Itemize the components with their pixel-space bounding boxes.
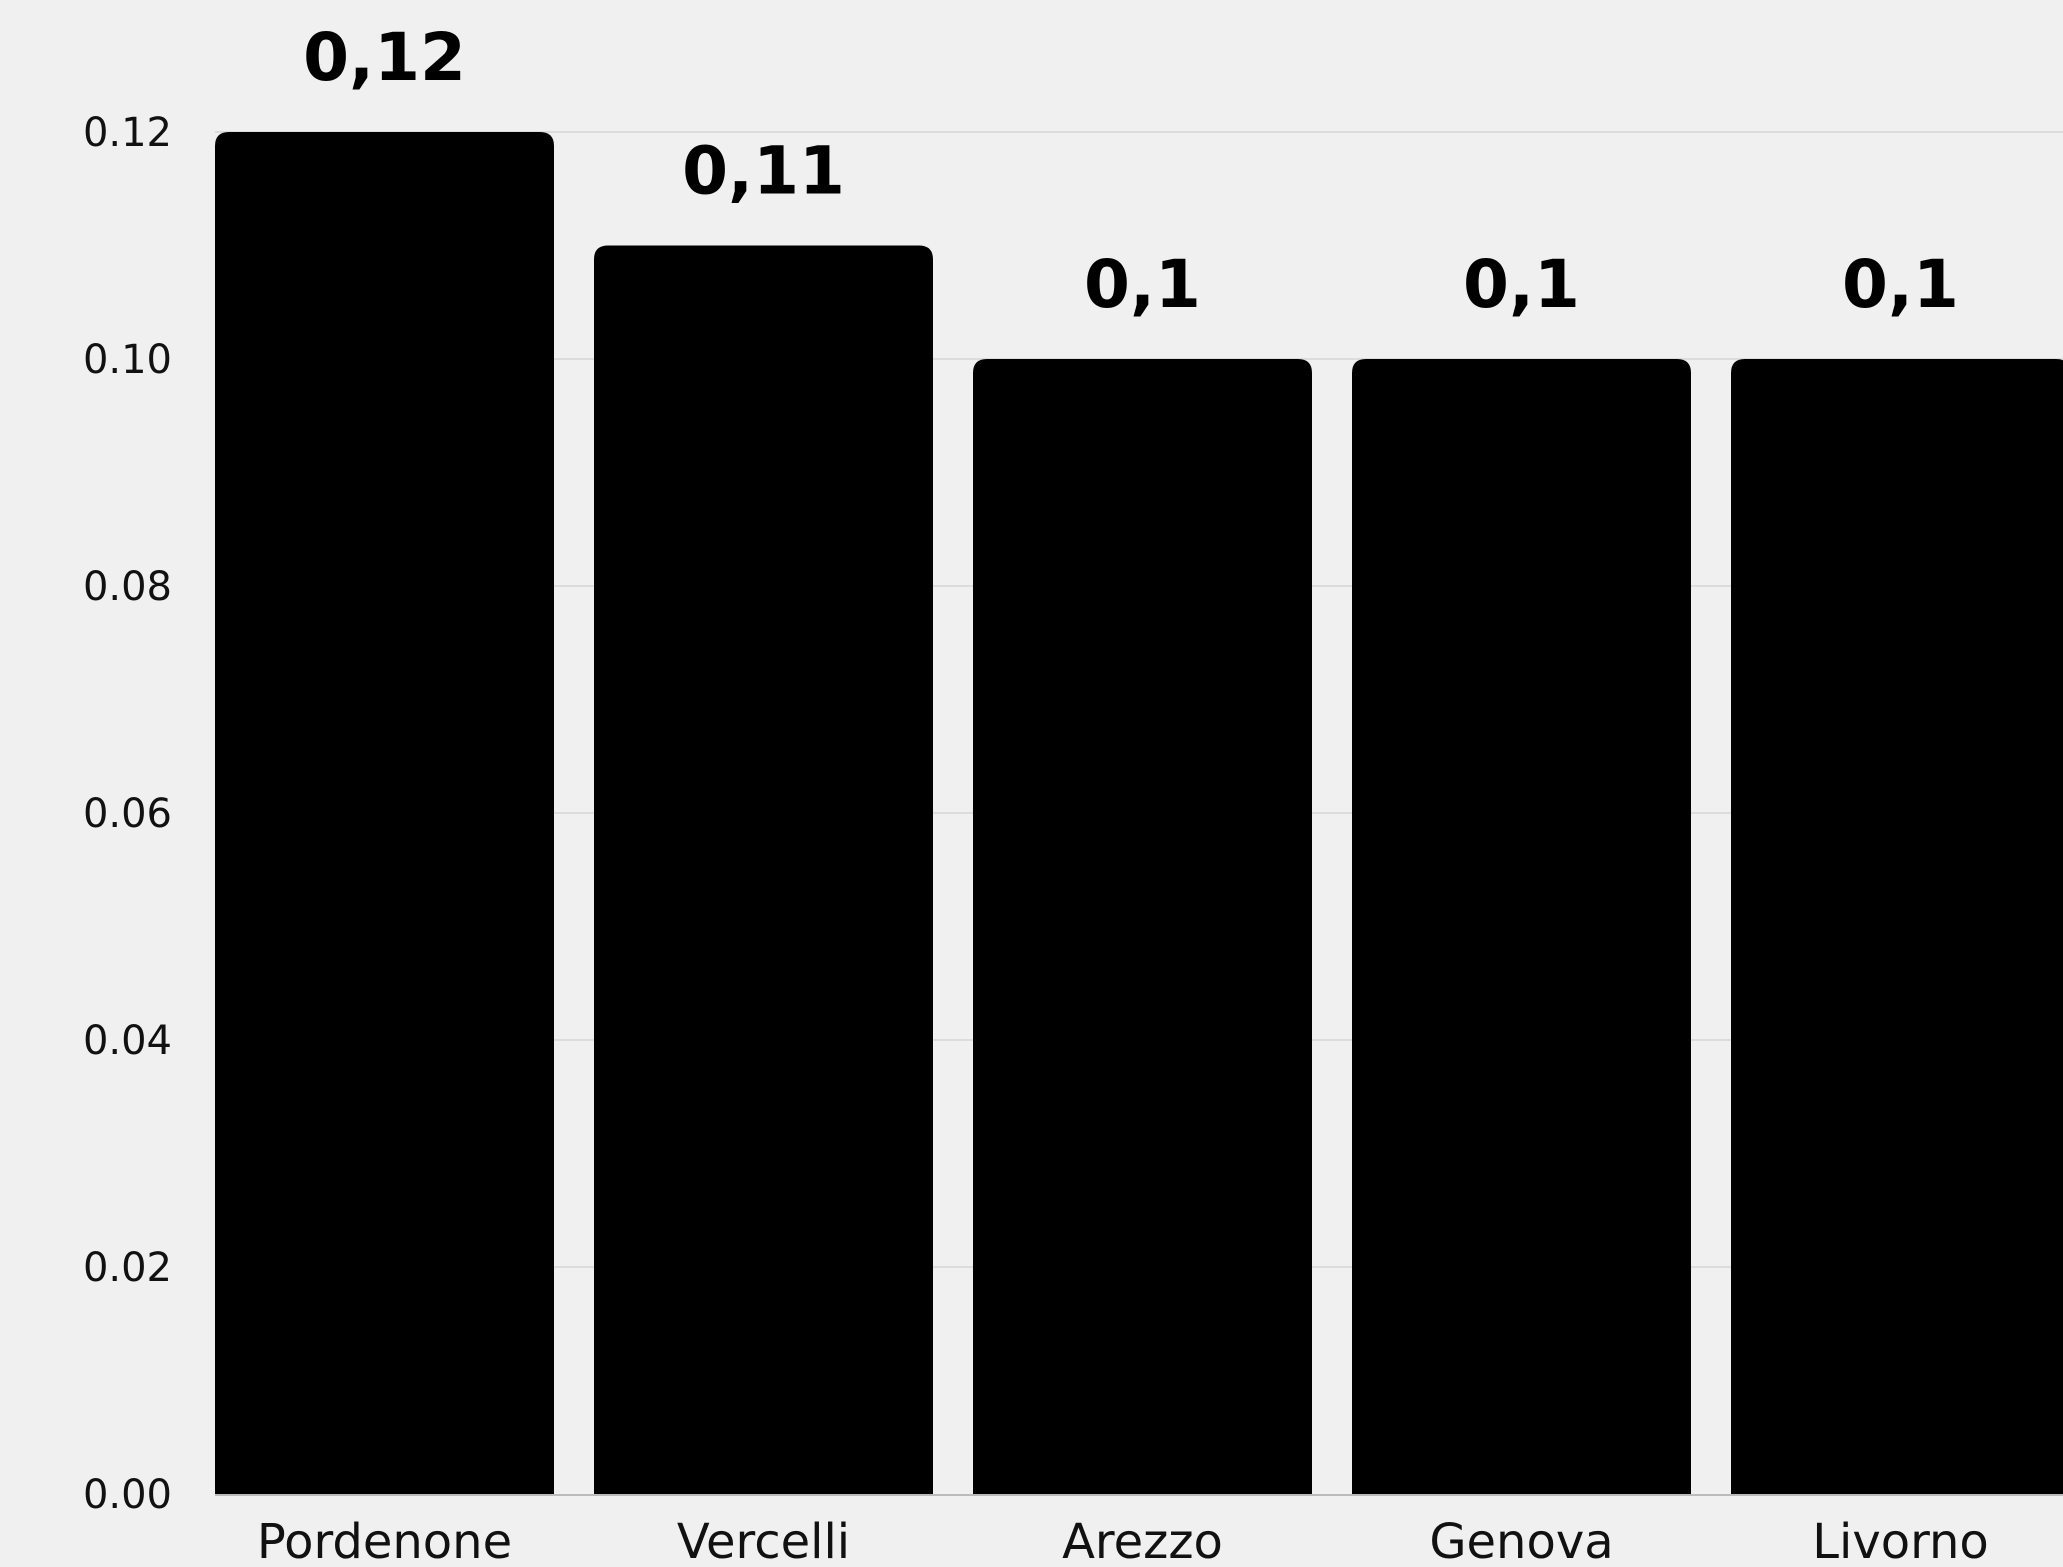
- data-label: 0,1: [1463, 246, 1580, 323]
- data-label: 0,1: [1084, 246, 1201, 323]
- y-tick-label: 0.02: [83, 1245, 172, 1291]
- y-tick-label: 0.00: [83, 1472, 172, 1518]
- category-labels: Pordenone Vercelli Arezzo Genova Livorno: [257, 1514, 1989, 1567]
- bar-genova: [1352, 359, 1691, 1494]
- bar-arezzo: [973, 359, 1312, 1494]
- y-tick-label: 0.12: [83, 110, 172, 156]
- y-tick-label: 0.08: [83, 564, 172, 610]
- data-label: 0,1: [1842, 246, 1959, 323]
- x-tick-label: Pordenone: [257, 1514, 512, 1567]
- data-label: 0,11: [682, 133, 845, 210]
- x-tick-label: Vercelli: [677, 1514, 850, 1567]
- x-tick-label: Livorno: [1812, 1514, 1989, 1567]
- bar-livorno: [1731, 359, 2063, 1494]
- bar-pordenone: [215, 132, 554, 1494]
- y-tick-label: 0.10: [83, 337, 172, 383]
- y-axis-ticks: 0.00 0.02 0.04 0.06 0.08 0.10 0.12: [83, 110, 172, 1518]
- y-tick-label: 0.04: [83, 1018, 172, 1064]
- data-labels: 0,12 0,11 0,1 0,1 0,1: [303, 19, 1959, 323]
- bar-vercelli: [594, 245, 933, 1494]
- bars: [215, 132, 2063, 1494]
- data-label: 0,12: [303, 19, 466, 96]
- x-tick-label: Genova: [1429, 1514, 1613, 1567]
- x-tick-label: Arezzo: [1062, 1514, 1223, 1567]
- y-tick-label: 0.06: [83, 791, 172, 837]
